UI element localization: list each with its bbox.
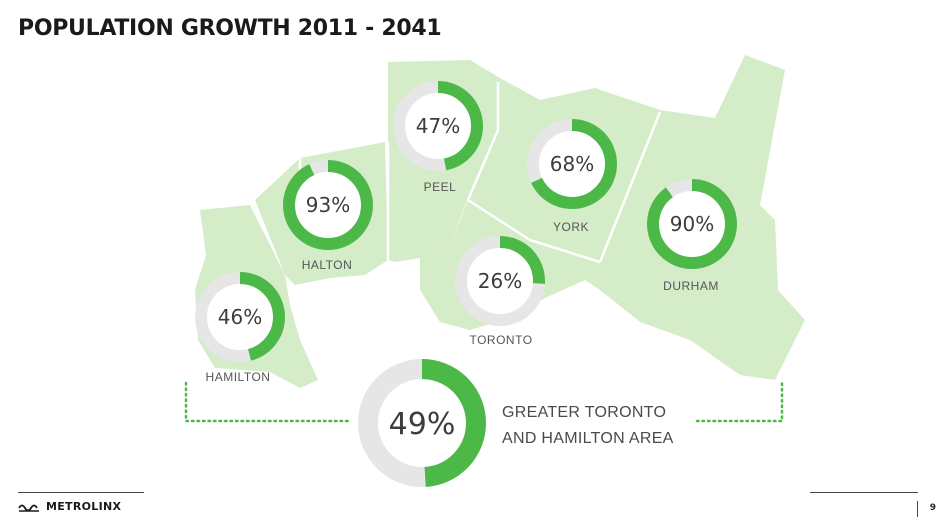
region-label-hamilton: HAMILTON	[206, 370, 271, 384]
halton-ring-arc	[283, 160, 373, 250]
gta-label-line1: GREATER TORONTO	[502, 404, 666, 421]
hamilton-ring-arc	[195, 272, 285, 362]
toronto-ring-arc	[455, 236, 545, 326]
pct-label-peel: 47%	[416, 114, 460, 138]
ring-chart-toronto	[455, 236, 545, 326]
pct-label-halton: 93%	[306, 193, 350, 217]
metrolinx-logo: METROLINX	[18, 500, 121, 513]
logo-text: METROLINX	[46, 500, 122, 513]
pct-label-gta: 49%	[389, 407, 456, 442]
region-label-durham: DURHAM	[663, 279, 719, 293]
page-number: 9	[929, 503, 936, 513]
ring-chart-durham	[647, 179, 737, 269]
page-title: POPULATION GROWTH 2011 - 2041	[18, 16, 442, 41]
ring-chart-gta	[358, 359, 486, 487]
york-ring-arc	[527, 119, 617, 209]
pct-label-york: 68%	[550, 152, 594, 176]
page-number-divider	[917, 501, 918, 517]
ring-chart-york	[527, 119, 617, 209]
gta-label-line2: AND HAMILTON AREA	[502, 430, 674, 447]
ring-chart-peel	[393, 81, 483, 171]
region-label-york: YORK	[553, 220, 589, 234]
durham-ring-arc	[647, 179, 737, 269]
footer-rule-left	[18, 492, 144, 493]
ring-chart-hamilton	[195, 272, 285, 362]
metrolinx-wave-icon	[18, 504, 39, 512]
peel-ring-arc	[393, 81, 483, 171]
dotted-connectors	[184, 381, 784, 423]
pct-label-durham: 90%	[670, 212, 714, 236]
gta-ring-arc	[358, 359, 486, 487]
region-label-halton: HALTON	[302, 258, 353, 272]
region-label-peel: PEEL	[424, 180, 457, 194]
region-label-toronto: TORONTO	[469, 333, 532, 347]
pct-label-hamilton: 46%	[218, 305, 262, 329]
footer-rule-right	[810, 492, 918, 493]
ring-chart-halton	[283, 160, 373, 250]
pct-label-toronto: 26%	[478, 269, 522, 293]
